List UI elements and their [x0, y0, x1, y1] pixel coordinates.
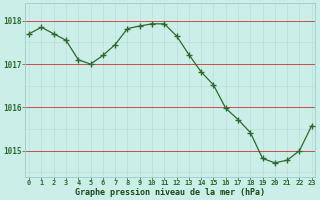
X-axis label: Graphe pression niveau de la mer (hPa): Graphe pression niveau de la mer (hPa) — [76, 188, 265, 197]
